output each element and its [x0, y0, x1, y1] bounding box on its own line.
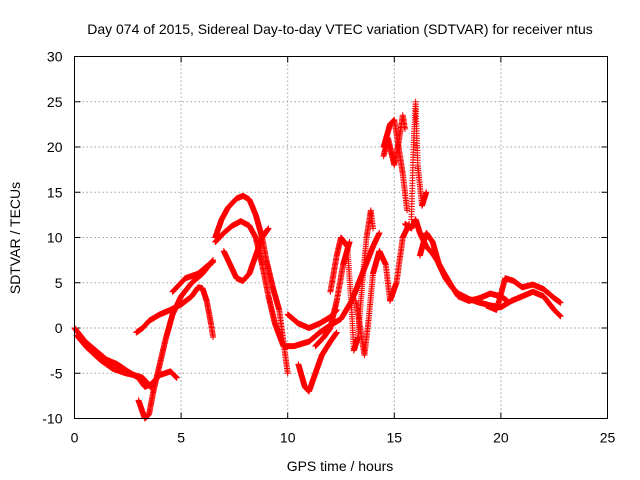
plus-markers: [133, 284, 217, 341]
y-tick-label: 5: [55, 275, 63, 291]
x-tick-label: 20: [493, 430, 509, 446]
series-track-2: [73, 332, 155, 391]
series-track-5: [169, 258, 217, 295]
plus-markers: [73, 332, 155, 391]
plus-markers: [169, 258, 217, 295]
x-tick-label: 5: [177, 430, 185, 446]
series-track-3: [135, 257, 217, 422]
y-tick-labels: -10 -5 0 5 10 15 20 25 30: [42, 49, 62, 427]
series-track-4: [133, 284, 217, 341]
plus-markers: [295, 329, 340, 395]
y-tick-label: 15: [47, 184, 63, 200]
series-track-11: [312, 239, 353, 350]
plus-markers: [312, 239, 353, 350]
data-series: [71, 98, 564, 422]
x-axis-label: GPS time / hours: [287, 458, 394, 474]
series-track-16: [408, 98, 430, 223]
y-tick-label: 25: [47, 94, 63, 110]
x-tick-label: 0: [71, 430, 79, 446]
x-tick-label: 10: [280, 430, 296, 446]
series-track-8: [220, 225, 272, 284]
x-tick-label: 25: [600, 430, 616, 446]
y-tick-label: 0: [55, 320, 63, 336]
plus-markers: [380, 116, 411, 214]
y-tick-label: 30: [47, 49, 63, 65]
series-track-15: [380, 116, 411, 214]
y-axis-label: SDTVAR / TECUs: [7, 182, 23, 294]
plot-frame: [74, 56, 608, 419]
series-track-19: [483, 275, 564, 313]
plus-markers: [212, 192, 291, 377]
series-track-13: [352, 220, 413, 359]
x-tick-labels: 0 5 10 15 20 25: [71, 430, 616, 446]
y-tick-label: -5: [50, 365, 63, 381]
plus-markers: [408, 98, 430, 223]
chart-title: Day 074 of 2015, Sidereal Day-to-day VTE…: [87, 21, 593, 37]
series-track-6: [212, 192, 291, 377]
plus-markers: [483, 275, 564, 313]
y-tick-label: 10: [47, 230, 63, 246]
series-track-10: [295, 329, 340, 395]
plus-markers: [135, 257, 217, 422]
plus-markers: [220, 225, 272, 284]
y-tick-label: 20: [47, 139, 63, 155]
y-tick-label: -10: [42, 411, 62, 427]
x-tick-label: 15: [387, 430, 403, 446]
plus-markers: [352, 220, 413, 359]
